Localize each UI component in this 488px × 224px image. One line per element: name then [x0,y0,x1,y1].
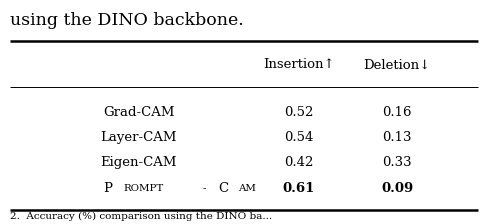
Text: 0.13: 0.13 [382,131,412,144]
Text: using the DINO backbone.: using the DINO backbone. [10,12,244,29]
Text: 0.42: 0.42 [285,156,314,169]
Text: 0.16: 0.16 [382,106,412,118]
Text: Layer-CAM: Layer-CAM [101,131,177,144]
Text: 2.  Accuracy (%) comparison using the DINO ba...: 2. Accuracy (%) comparison using the DIN… [10,211,272,221]
Text: 0.61: 0.61 [283,182,315,195]
Text: P: P [103,182,112,195]
Text: Insertion↑: Insertion↑ [263,58,335,71]
Text: Eigen-CAM: Eigen-CAM [101,156,177,169]
Text: Deletion↓: Deletion↓ [364,58,431,71]
Text: -: - [203,184,206,193]
Text: 0.52: 0.52 [285,106,314,118]
Text: 0.09: 0.09 [381,182,413,195]
Text: 0.54: 0.54 [285,131,314,144]
Text: Grad-CAM: Grad-CAM [103,106,175,118]
Text: 0.33: 0.33 [382,156,412,169]
Text: C: C [218,182,228,195]
Text: ROMPT: ROMPT [123,184,163,193]
Text: AM: AM [239,184,256,193]
